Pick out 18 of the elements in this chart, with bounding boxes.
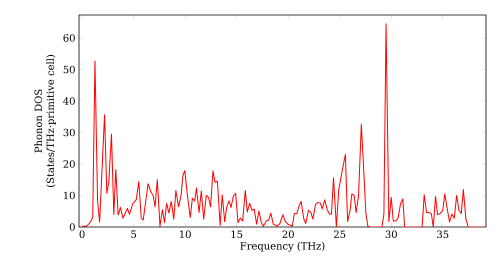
y-axis-title: Phonon DOS (States/THz·primitive cell) bbox=[34, 55, 56, 187]
x-tick-label: 15 bbox=[232, 230, 242, 238]
x-tick-label: 35 bbox=[437, 230, 448, 238]
line-series bbox=[82, 23, 486, 227]
y-tick-label: 60 bbox=[63, 34, 75, 42]
y-tick-label: 50 bbox=[64, 66, 75, 74]
x-tick-label: 10 bbox=[180, 230, 191, 238]
x-tick-label: 5 bbox=[131, 230, 136, 238]
y-tick-label: 10 bbox=[64, 192, 75, 200]
y-tick-label: 0 bbox=[70, 223, 75, 231]
y-tick-label: 40 bbox=[63, 97, 75, 105]
x-tick-label: 0 bbox=[80, 230, 85, 238]
x-tick-label: 20 bbox=[282, 230, 294, 238]
x-tick-label: 30 bbox=[386, 230, 397, 238]
y-tick-label: 20 bbox=[63, 160, 75, 168]
x-tick-label: 25 bbox=[334, 230, 346, 238]
y-tick-label: 30 bbox=[64, 128, 75, 136]
x-axis-title: Frequency (THz) bbox=[240, 242, 324, 252]
